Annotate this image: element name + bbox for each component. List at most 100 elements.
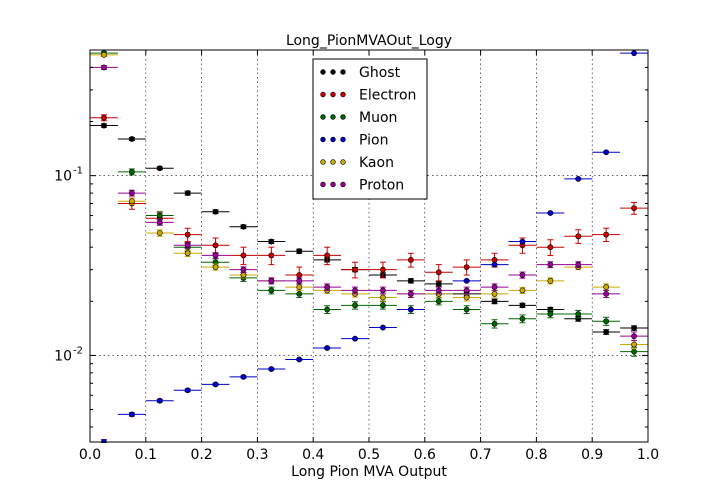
- data-point: [519, 272, 526, 278]
- legend-label: Proton: [359, 178, 404, 194]
- data-point: [268, 277, 275, 284]
- data-point: [435, 287, 442, 294]
- data-point: [603, 284, 610, 290]
- series-group: [90, 50, 648, 443]
- legend-marker: [340, 114, 346, 120]
- data-point: [156, 230, 163, 236]
- legend-label: Muon: [359, 110, 397, 126]
- data-point: [296, 272, 303, 278]
- data-point: [575, 311, 582, 317]
- data-point: [435, 280, 442, 287]
- data-point: [128, 168, 135, 175]
- data-point: [324, 306, 331, 313]
- data-point: [101, 122, 107, 129]
- data-point: [380, 266, 386, 273]
- data-point: [296, 356, 303, 363]
- data-point: [268, 366, 275, 372]
- data-point: [463, 306, 470, 313]
- data-point: [380, 302, 386, 309]
- data-point: [575, 233, 582, 240]
- data-point: [156, 219, 163, 226]
- data-point: [296, 277, 303, 284]
- legend-marker: [330, 114, 336, 120]
- data-point: [575, 175, 582, 182]
- data-point: [128, 198, 135, 205]
- legend-marker: [340, 91, 346, 98]
- y-tick-label: 10: [54, 169, 72, 185]
- data-point: [296, 290, 303, 297]
- x-tick-label: 1.0: [637, 447, 659, 463]
- data-point: [352, 287, 358, 294]
- legend-marker: [320, 69, 326, 75]
- data-point: [352, 335, 358, 342]
- data-point: [547, 311, 554, 317]
- data-point: [631, 341, 637, 348]
- data-point: [128, 411, 135, 418]
- x-tick-label: 0.8: [525, 447, 547, 463]
- data-point: [101, 51, 107, 58]
- data-point: [296, 284, 303, 290]
- data-point: [603, 231, 610, 238]
- data-point: [101, 64, 107, 71]
- y-tick-label-exponent: -1: [73, 166, 83, 177]
- data-point: [547, 210, 554, 216]
- axes: 0.0 0.1 0.2 0.3 0.4 0.5 0.6 0.7 0.8 0.9 1.010 -110-…: [54, 49, 659, 463]
- data-point: [184, 190, 191, 196]
- y-tick-label-exponent: -2: [73, 345, 83, 356]
- data-point: [268, 252, 275, 259]
- data-point: [324, 345, 331, 351]
- data-point: [380, 324, 386, 331]
- legend-label: Electron: [359, 88, 416, 104]
- x-tick-label: 0.3: [246, 447, 268, 463]
- legend-label: Pion: [359, 133, 388, 149]
- legend-label: Ghost: [359, 65, 401, 81]
- series-proton: [90, 64, 648, 342]
- x-tick-label: 0.1: [135, 447, 157, 463]
- data-point: [491, 320, 498, 327]
- data-point: [156, 212, 163, 219]
- x-tick-label: 0.6: [414, 447, 436, 463]
- data-point: [631, 325, 637, 331]
- data-point: [380, 294, 386, 301]
- data-point: [184, 242, 191, 249]
- data-point: [296, 248, 303, 255]
- legend-marker: [340, 181, 346, 188]
- data-point: [268, 287, 275, 294]
- data-point: [240, 223, 247, 230]
- data-point: [101, 114, 107, 121]
- data-point: [519, 238, 526, 245]
- data-point: [491, 290, 498, 297]
- legend-box: [312, 58, 428, 200]
- data-point: [547, 244, 554, 251]
- data-point: [156, 165, 163, 172]
- data-point: [519, 315, 526, 322]
- series-electron: [90, 114, 648, 285]
- legend-marker: [330, 91, 336, 98]
- legend-marker: [320, 136, 326, 143]
- x-tick-label: 0.5: [358, 447, 380, 463]
- data-point: [128, 136, 135, 142]
- data-point: [184, 387, 191, 394]
- x-tick-label: 0.4: [302, 447, 324, 463]
- data-point: [268, 238, 275, 245]
- data-point: [184, 250, 191, 257]
- data-point: [407, 306, 414, 313]
- data-point: [435, 298, 442, 305]
- data-point: [212, 252, 219, 259]
- x-tick-label: 0.2: [190, 447, 212, 463]
- legend: Ghost Electron Muon Pion Kaon Proton: [312, 58, 428, 200]
- data-point: [324, 284, 331, 290]
- data-point: [603, 318, 610, 325]
- data-point: [491, 261, 498, 268]
- x-tick-label: 0.7: [469, 447, 491, 463]
- data-point: [547, 261, 554, 268]
- data-point: [212, 264, 219, 271]
- chart-title: Long_PionMVAOut_Logy: [286, 33, 452, 49]
- legend-marker: [330, 181, 336, 188]
- legend-marker: [340, 69, 346, 75]
- legend-marker: [320, 181, 326, 188]
- data-point: [212, 381, 219, 388]
- data-point: [156, 397, 163, 404]
- legend-marker: [330, 159, 336, 165]
